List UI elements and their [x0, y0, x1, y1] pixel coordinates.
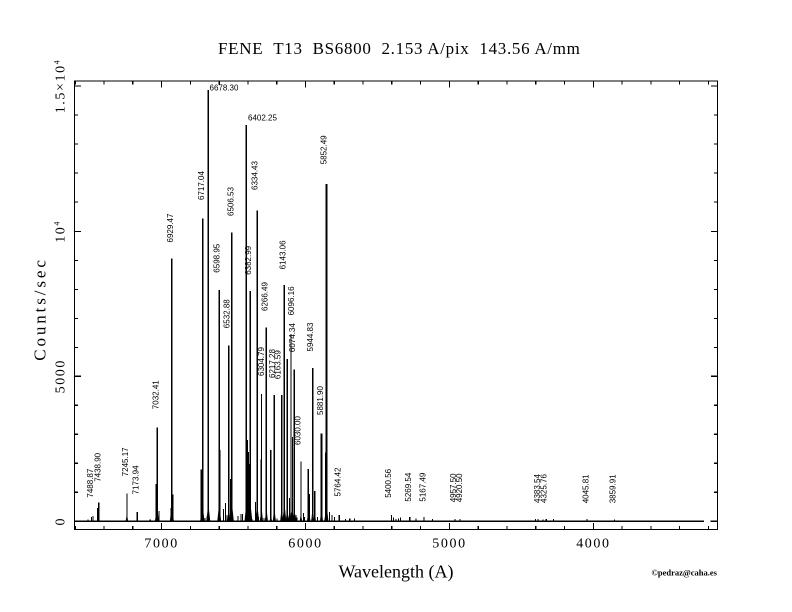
svg-text:6143.06: 6143.06	[278, 240, 287, 269]
svg-text:6163.59: 6163.59	[274, 350, 283, 379]
svg-text:6717.04: 6717.04	[197, 171, 206, 200]
svg-text:6678.30: 6678.30	[210, 84, 239, 93]
svg-text:Wavelength (A): Wavelength (A)	[338, 562, 453, 583]
svg-text:6334.43: 6334.43	[251, 161, 260, 190]
svg-text:1.5×104: 1.5×104	[53, 59, 69, 114]
svg-text:4325.76: 4325.76	[539, 474, 548, 503]
svg-text:4957.50: 4957.50	[449, 473, 458, 502]
svg-text:6074.34: 6074.34	[288, 323, 297, 352]
svg-text:6382.99: 6382.99	[244, 245, 253, 274]
svg-text:6030.00: 6030.00	[294, 416, 303, 445]
svg-text:5852.49: 5852.49	[320, 135, 329, 164]
svg-text:5000: 5000	[432, 537, 466, 552]
svg-text:7000: 7000	[144, 537, 178, 552]
svg-text:5944.83: 5944.83	[306, 322, 315, 351]
svg-text:7438.90: 7438.90	[94, 452, 103, 481]
svg-text:104: 104	[53, 220, 69, 243]
svg-text:0: 0	[54, 517, 69, 526]
svg-text:4000: 4000	[576, 537, 610, 552]
svg-text:©pedraz@caha.es: ©pedraz@caha.es	[652, 567, 718, 577]
svg-text:6402.25: 6402.25	[248, 113, 277, 122]
svg-text:6929.47: 6929.47	[166, 213, 175, 242]
svg-text:4045.81: 4045.81	[581, 474, 590, 503]
svg-text:Counts/sec: Counts/sec	[31, 257, 50, 361]
svg-text:6000: 6000	[288, 537, 322, 552]
svg-text:6532.88: 6532.88	[222, 299, 231, 328]
svg-text:7245.17: 7245.17	[121, 447, 130, 476]
svg-text:6598.95: 6598.95	[213, 243, 222, 272]
svg-text:6266.49: 6266.49	[261, 282, 270, 311]
svg-text:5167.49: 5167.49	[419, 472, 428, 501]
svg-text:5764.42: 5764.42	[333, 467, 342, 496]
svg-text:7488.87: 7488.87	[86, 468, 95, 497]
svg-text:6304.79: 6304.79	[257, 347, 266, 376]
svg-text:5881.90: 5881.90	[316, 386, 325, 415]
svg-text:5269.54: 5269.54	[404, 472, 413, 501]
svg-text:4383.54: 4383.54	[533, 474, 542, 503]
svg-text:5000: 5000	[54, 359, 69, 393]
svg-text:FENE T13 BS6800 2.153 A/pix: FENE T13 BS6800 2.153 A/pix 143.56 A/mm	[218, 39, 581, 58]
svg-text:7173.94: 7173.94	[132, 465, 141, 494]
svg-text:5400.56: 5400.56	[384, 468, 393, 497]
svg-text:6217.28: 6217.28	[268, 349, 277, 378]
svg-text:4920.50: 4920.50	[455, 473, 464, 502]
svg-text:3859.91: 3859.91	[609, 474, 618, 503]
svg-text:6096.16: 6096.16	[287, 286, 296, 315]
svg-text:7032.41: 7032.41	[152, 380, 161, 409]
svg-text:6506.53: 6506.53	[226, 187, 235, 216]
